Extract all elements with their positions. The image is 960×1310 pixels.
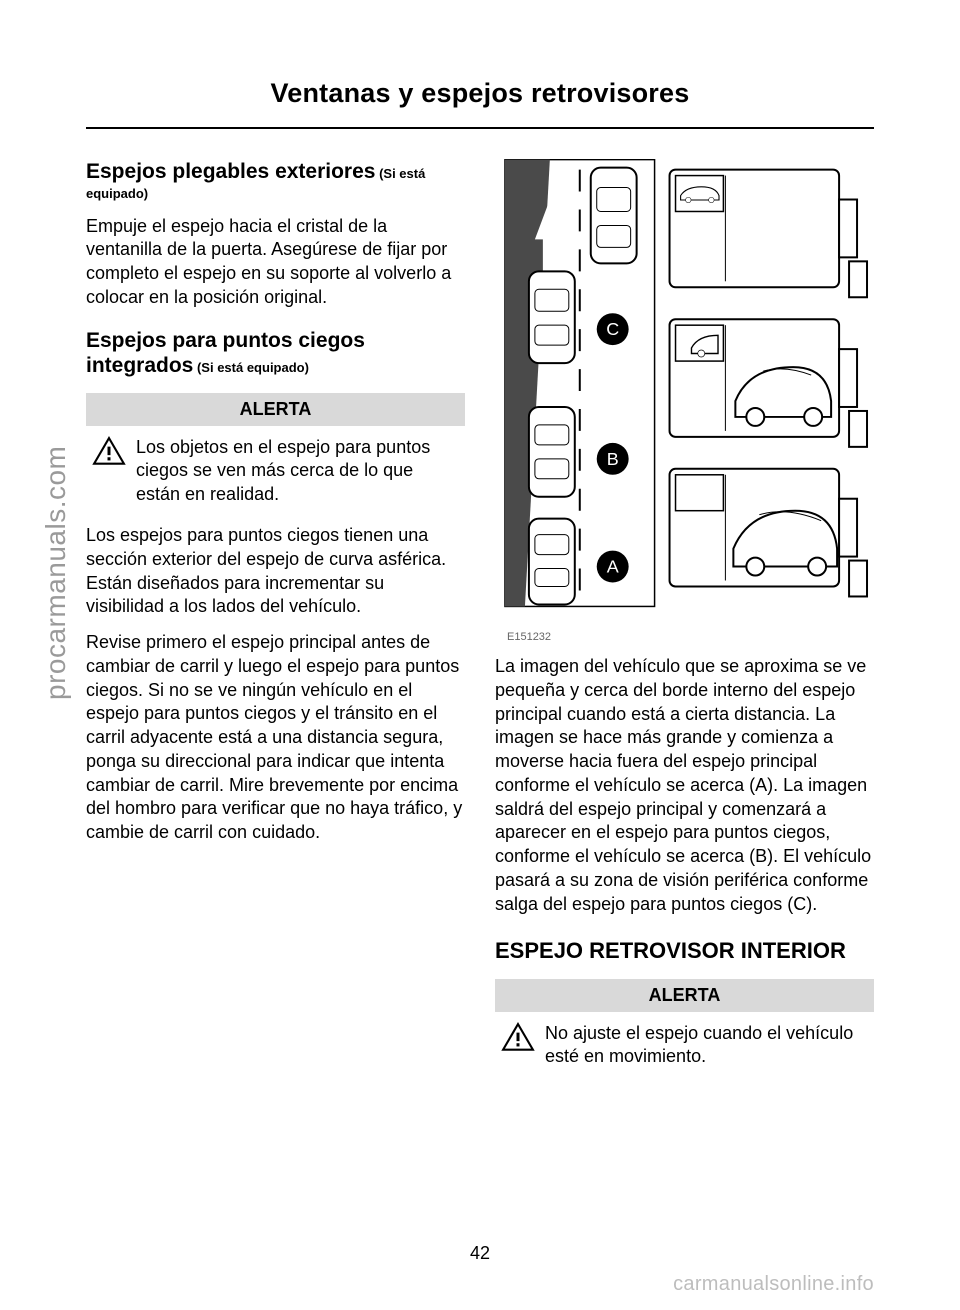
alert-body: Los objetos en el espejo para puntos cie… [86,426,465,506]
heading-folding-mirrors-main: Espejos plegables exteriores [86,160,375,183]
alert-header-interior: ALERTA [495,979,874,1012]
alert-box-interior: ALERTA No ajuste el espejo cuando el veh… [495,979,874,1069]
paragraph-mirror-explain: La imagen del vehículo que se aproxima s… [495,655,874,916]
heading-interior-mirror: ESPEJO RETROVISOR INTERIOR [495,938,874,964]
label-b-badge: B [597,443,629,475]
page-title: Ventanas y espejos retrovisores [0,0,960,127]
heading-blindspot: Espejos para puntos ciegos integrados (S… [86,328,465,379]
alert-box-blindspot: ALERTA Los objetos en el espejo para pun… [86,393,465,506]
svg-text:A: A [607,557,619,577]
paragraph-blindspot-1: Los espejos para puntos ciegos tienen un… [86,524,465,619]
figure-id: E151232 [495,631,874,643]
alert-text-interior: No ajuste el espejo cuando el vehículo e… [545,1022,868,1069]
paragraph-folding-mirrors: Empuje el espejo hacia el cristal de la … [86,215,465,310]
watermark-side: procarmanuals.com [40,446,72,700]
alert-header: ALERTA [86,393,465,426]
svg-text:C: C [606,319,619,339]
paragraph-blindspot-2: Revise primero el espejo principal antes… [86,631,465,845]
page-number: 42 [0,1243,960,1264]
heading-blindspot-small: (Si está equipado) [193,360,309,375]
right-column: C B A [495,159,874,1068]
content-columns: Espejos plegables exteriores (Si está eq… [0,129,960,1068]
warning-icon [92,436,126,506]
label-c-badge: C [597,313,629,345]
mirror-diagram: C B A [495,159,874,629]
alert-text: Los objetos en el espejo para puntos cie… [136,436,459,506]
watermark-footer: carmanualsonline.info [673,1273,874,1296]
warning-icon [501,1022,535,1069]
label-a-badge: A [597,551,629,583]
svg-text:B: B [607,449,619,469]
left-column: Espejos plegables exteriores (Si está eq… [86,159,465,1068]
alert-body-interior: No ajuste el espejo cuando el vehículo e… [495,1012,874,1069]
heading-folding-mirrors: Espejos plegables exteriores (Si está eq… [86,159,465,203]
